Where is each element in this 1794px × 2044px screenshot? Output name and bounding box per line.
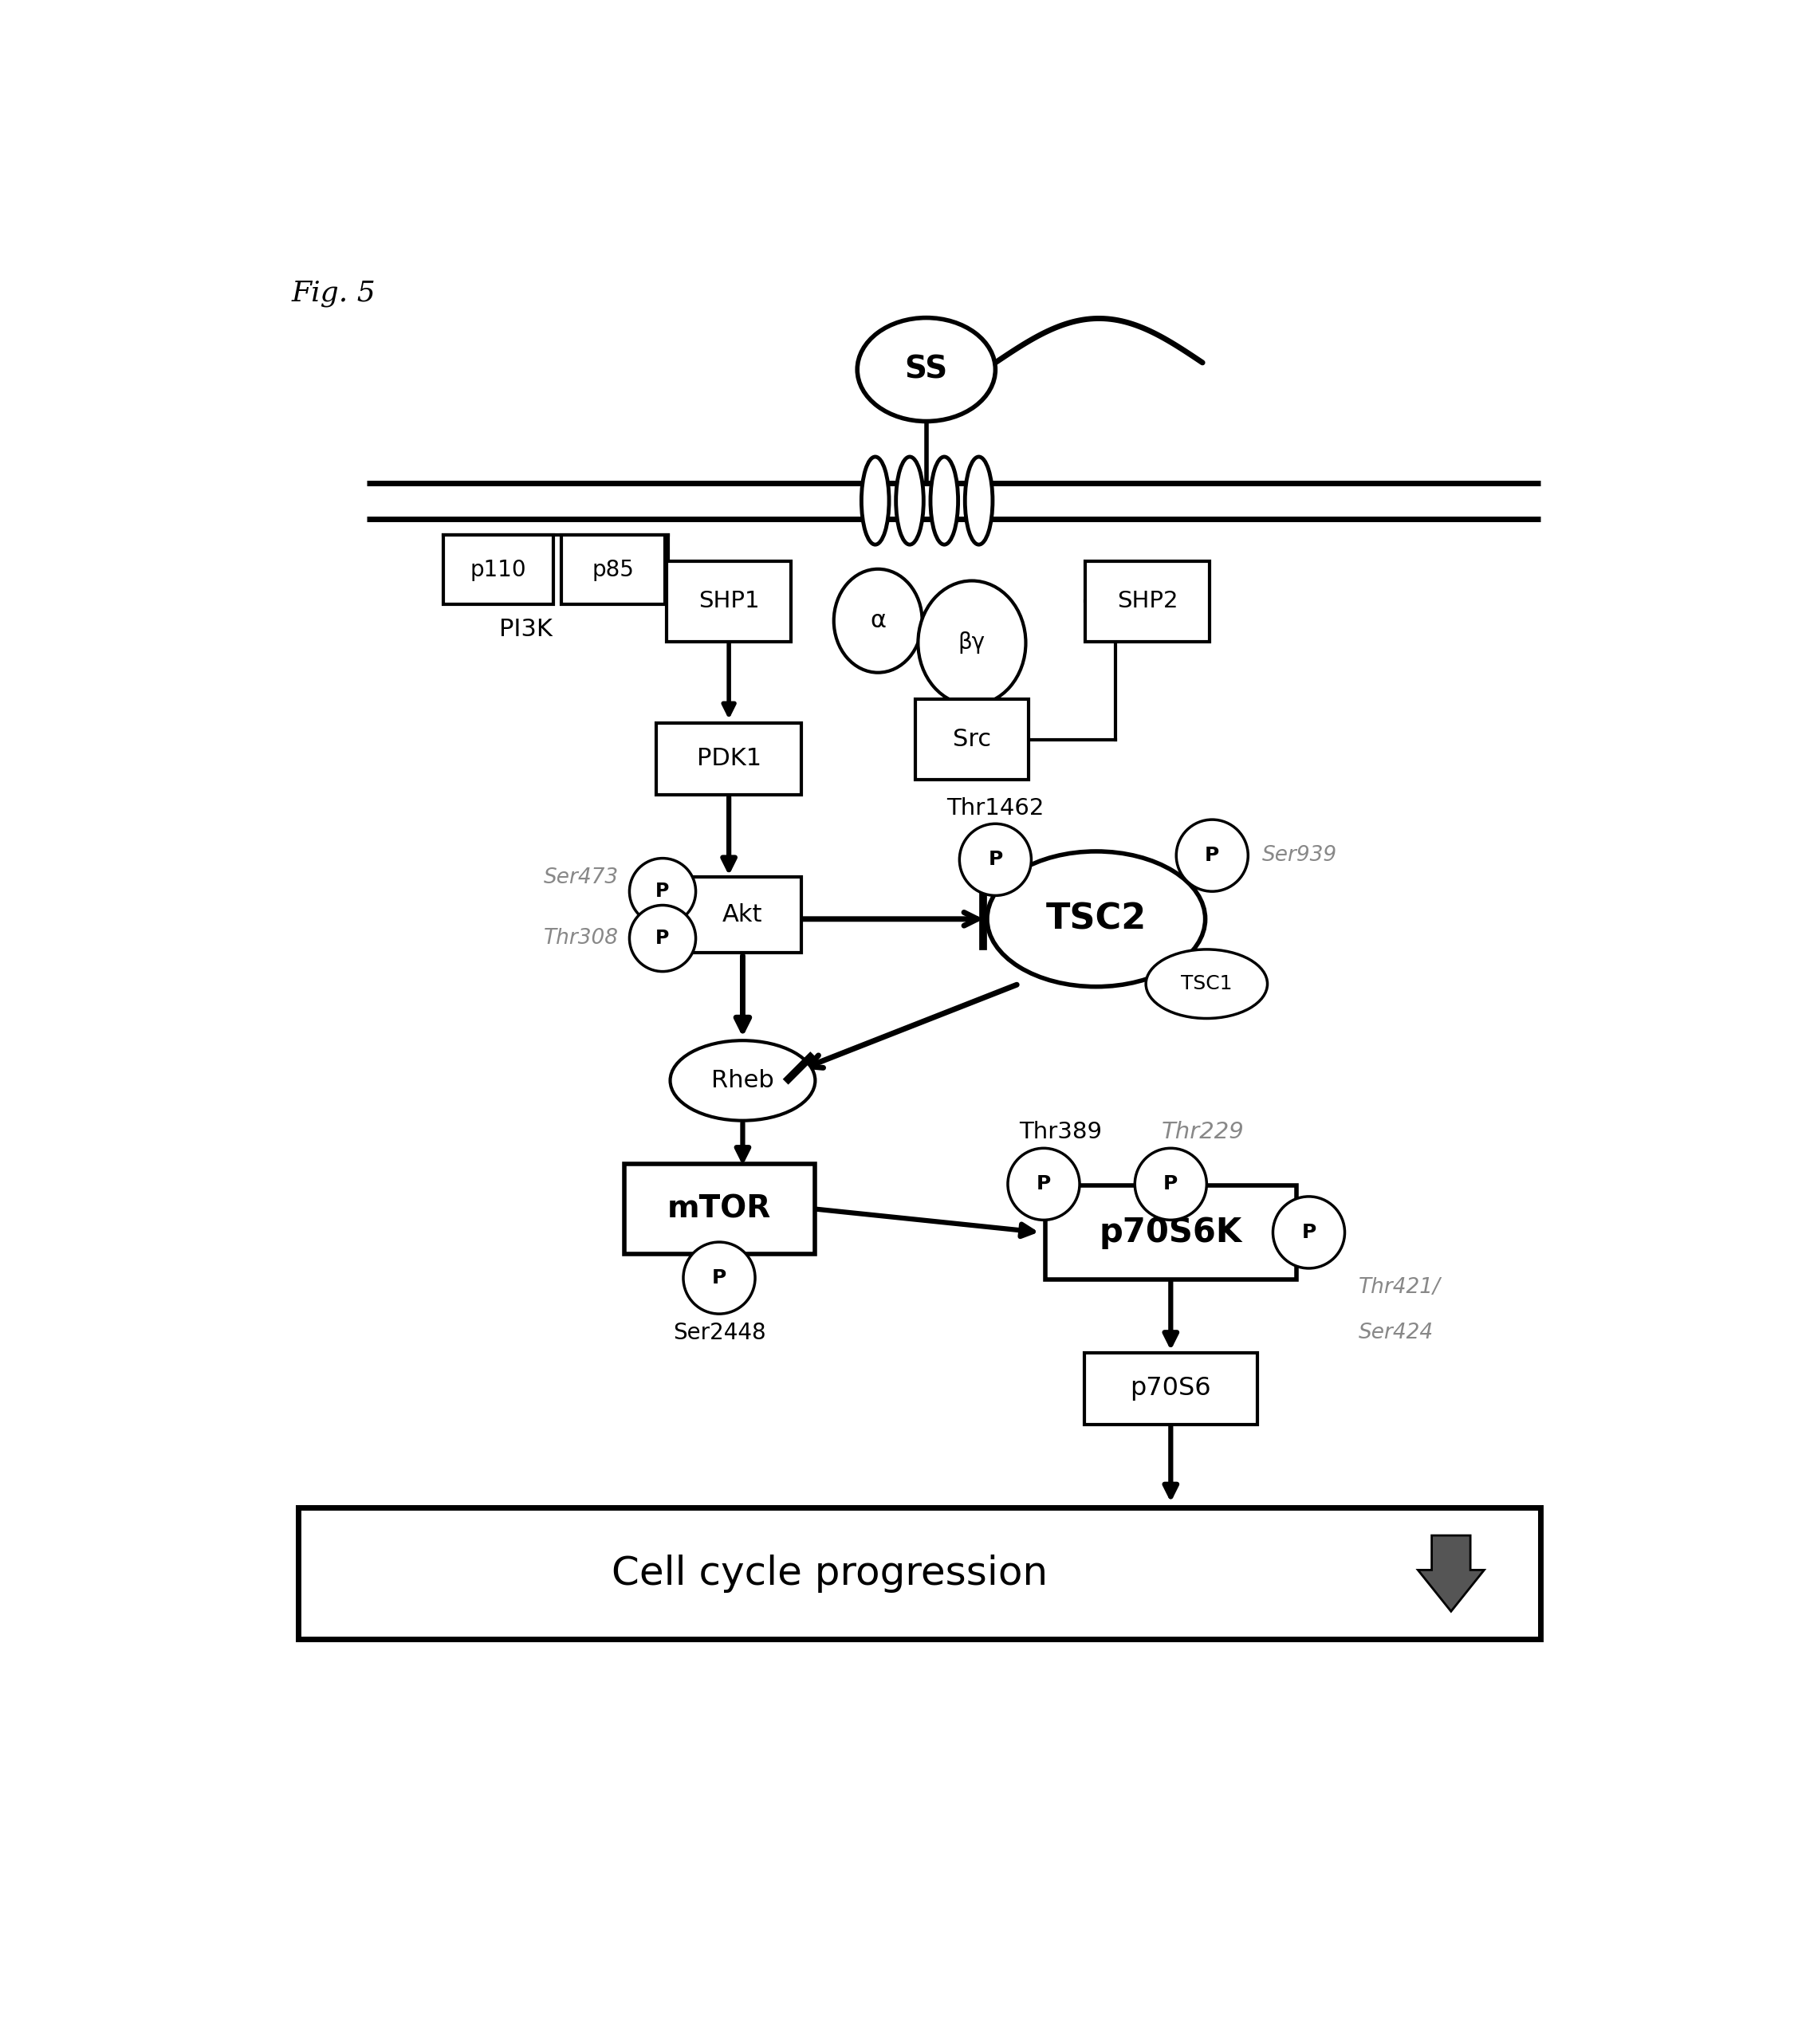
Text: Thr229: Thr229 [1161,1120,1243,1143]
Ellipse shape [834,568,922,672]
Text: P: P [655,928,669,948]
Polygon shape [1417,1535,1484,1611]
Ellipse shape [965,456,992,544]
Text: TSC2: TSC2 [1046,901,1146,936]
FancyBboxPatch shape [684,877,802,953]
Text: Ser939: Ser939 [1261,844,1337,867]
FancyBboxPatch shape [1046,1186,1297,1280]
Text: p70S6K: p70S6K [1100,1216,1241,1249]
Circle shape [1136,1149,1207,1220]
Circle shape [630,905,696,971]
Text: Thr389: Thr389 [1019,1120,1102,1143]
Text: P: P [1301,1222,1317,1243]
Circle shape [1008,1149,1080,1220]
Text: α: α [870,609,886,632]
Ellipse shape [895,456,924,544]
Text: Fig. 5: Fig. 5 [291,280,375,307]
Text: P: P [655,881,669,901]
Text: Akt: Akt [723,903,762,926]
FancyBboxPatch shape [443,536,554,605]
Text: Ser2448: Ser2448 [673,1322,766,1345]
Text: p70S6: p70S6 [1130,1376,1211,1400]
Text: βγ: βγ [958,632,985,654]
Circle shape [1274,1196,1346,1267]
FancyBboxPatch shape [1085,562,1209,642]
Text: mTOR: mTOR [667,1194,771,1224]
Ellipse shape [987,852,1206,987]
Text: Thr308: Thr308 [544,928,619,948]
Circle shape [684,1243,755,1314]
Text: P: P [1164,1175,1179,1194]
Text: Cell cycle progression: Cell cycle progression [612,1553,1048,1592]
Text: SHP2: SHP2 [1118,591,1179,613]
Ellipse shape [919,580,1026,705]
Text: SS: SS [904,354,947,384]
Ellipse shape [931,456,958,544]
Text: P: P [1037,1175,1051,1194]
Text: Thr1462: Thr1462 [947,797,1044,820]
Text: p110: p110 [470,558,526,580]
Text: PDK1: PDK1 [696,748,761,771]
FancyBboxPatch shape [657,724,802,795]
Text: SHP1: SHP1 [698,591,759,613]
Ellipse shape [858,317,996,421]
FancyBboxPatch shape [298,1508,1541,1639]
Circle shape [630,858,696,924]
Text: Rheb: Rheb [710,1069,773,1091]
Circle shape [960,824,1032,895]
Text: PI3K: PI3K [499,617,553,640]
Ellipse shape [861,456,890,544]
FancyBboxPatch shape [915,699,1028,779]
Text: P: P [988,850,1003,869]
Text: Ser473: Ser473 [544,867,619,887]
Text: p85: p85 [592,558,633,580]
Circle shape [1177,820,1249,891]
FancyBboxPatch shape [624,1165,814,1253]
FancyBboxPatch shape [562,536,664,605]
FancyBboxPatch shape [667,562,791,642]
Ellipse shape [671,1040,814,1120]
Text: TSC1: TSC1 [1180,975,1232,993]
Text: P: P [712,1269,727,1288]
Text: P: P [1206,846,1220,865]
Text: Ser424: Ser424 [1358,1322,1433,1343]
FancyBboxPatch shape [1084,1353,1258,1425]
Ellipse shape [1146,948,1267,1018]
Text: Src: Src [953,728,990,750]
Text: Thr421/: Thr421/ [1358,1278,1441,1298]
